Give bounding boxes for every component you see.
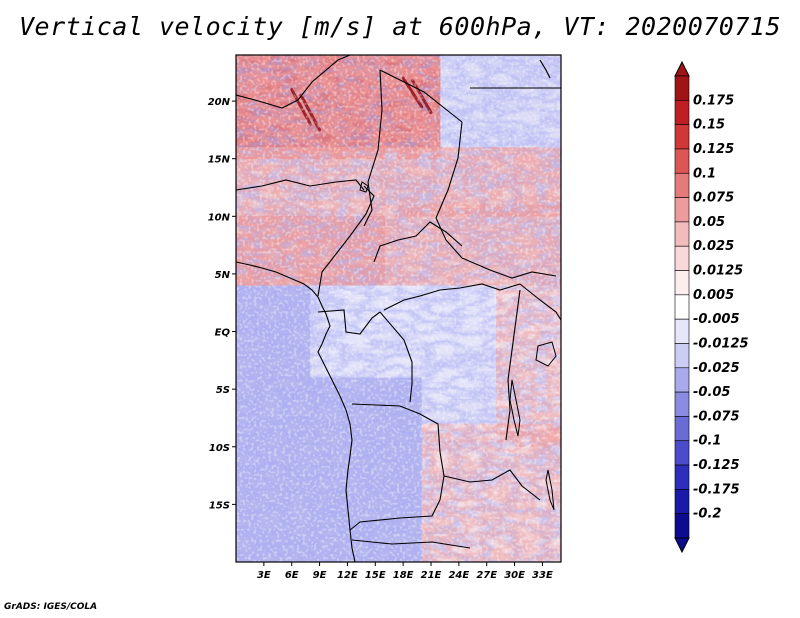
- y-tick-label: 5S: [216, 385, 230, 396]
- colorbar-label: 0.175: [693, 93, 734, 108]
- colorbar-label: 0.1: [693, 166, 716, 181]
- coastline-west: [236, 261, 356, 562]
- colorbar-label: -0.1: [693, 434, 721, 449]
- border-congo-drc: [379, 311, 413, 403]
- colorbar-swatch: [674, 464, 690, 490]
- x-tick-label: 12E: [337, 570, 358, 581]
- border-south-sudan: [461, 257, 557, 279]
- colorbar-extend-top: [674, 60, 690, 77]
- colorbar-swatch: [674, 172, 690, 198]
- colorbar-label: -0.005: [693, 312, 740, 327]
- country-borders: [236, 55, 561, 562]
- speckle-texture: [236, 55, 561, 562]
- colorbar-label: -0.2: [693, 507, 721, 522]
- x-tick-label: 18E: [393, 570, 414, 581]
- colorbar-swatch: [674, 75, 690, 101]
- lakes: [359, 181, 557, 511]
- colorbar-swatch: [674, 391, 690, 417]
- colorbar-label: 0.125: [693, 142, 734, 157]
- border-chad-east: [363, 69, 383, 227]
- border-zambia-east: [443, 469, 541, 501]
- colorbar-swatch: [674, 245, 690, 271]
- colorbar-label: -0.075: [693, 409, 740, 424]
- colorbar-swatch: [674, 197, 690, 223]
- border-angola-drc: [351, 403, 445, 477]
- colorbar-swatch: [674, 367, 690, 393]
- x-tick-label: 9E: [313, 570, 327, 581]
- colorbar-label: -0.175: [693, 482, 740, 497]
- colorbar-swatch: [674, 100, 690, 125]
- lake-chad: [359, 181, 369, 193]
- colorbar-label: -0.0125: [693, 336, 749, 351]
- border-namibia: [351, 539, 471, 549]
- chart-title: Vertical velocity [m/s] at 600hPa, VT: 2…: [18, 12, 781, 41]
- y-tick-label: 10S: [209, 443, 230, 454]
- y-tick-label: 15S: [209, 500, 230, 511]
- border-angola-zambia: [349, 475, 445, 531]
- map-frame: [235, 54, 562, 563]
- colorbar-label: 0.15: [693, 118, 725, 133]
- colorbar-swatch: [674, 270, 690, 296]
- lake-tanganyika: [509, 379, 521, 437]
- border-gabon-congo: [317, 309, 381, 335]
- y-tick-label: 10N: [208, 212, 231, 223]
- x-tick-label: 3E: [257, 570, 271, 581]
- border-niger-nigeria: [236, 179, 365, 191]
- nile-river: [539, 59, 551, 79]
- colorbar-label: -0.05: [693, 385, 730, 400]
- x-tick-label: 27E: [476, 570, 497, 581]
- y-tick-label: 20N: [208, 97, 231, 108]
- lake-victoria: [535, 341, 557, 367]
- colorbar-label: 0.075: [693, 191, 734, 206]
- y-tick-label: 5N: [215, 270, 231, 281]
- colorbar-extend-bottom: [674, 537, 690, 554]
- x-tick-label: 33E: [532, 570, 553, 581]
- axis-ticks: 3E 6E 9E 12E 15E 18E 21E 24E 27E 30E 33E 20N 15N 10N 5…: [208, 97, 553, 581]
- colorbar-label: -0.025: [693, 361, 740, 376]
- x-tick-label: 15E: [365, 570, 386, 581]
- colorbar-swatch: [674, 221, 690, 247]
- y-tick-label: 15N: [208, 155, 231, 166]
- border-niger-chad-north: [236, 55, 351, 109]
- border-drc-east: [505, 289, 521, 441]
- border-car-south: [383, 283, 521, 311]
- colorbar-swatch: [674, 124, 690, 150]
- colorbar-label: 0.005: [693, 288, 734, 303]
- grads-credit: GrADS: IGES/COLA: [4, 602, 98, 612]
- x-tick-label: 30E: [504, 570, 525, 581]
- colorbar-swatch: [674, 318, 690, 344]
- colorbar-swatch: [674, 148, 690, 174]
- colorbar: 0.175 0.15 0.125 0.1 0.075 0.05 0.025 0.0125 0.0…: [674, 60, 749, 554]
- map-panel: [236, 55, 561, 562]
- border-chad-libya: [379, 69, 463, 123]
- x-tick-label: 21E: [421, 570, 442, 581]
- colorbar-swatch: [674, 294, 690, 320]
- border-nigeria-cameroon: [317, 185, 375, 297]
- x-tick-label: 24E: [448, 570, 469, 581]
- border-sudan-west: [435, 121, 463, 259]
- colorbar-swatch: [674, 416, 690, 442]
- y-tick-label: EQ: [215, 328, 231, 339]
- border-east-africa: [519, 283, 561, 321]
- colorbar-label: 0.05: [693, 215, 725, 230]
- border-cameroon-car: [373, 221, 463, 263]
- colorbar-swatch: [674, 343, 690, 369]
- colorbar-label: 0.0125: [693, 264, 743, 279]
- colorbar-label: -0.125: [693, 458, 740, 473]
- x-tick-label: 6E: [285, 570, 299, 581]
- colorbar-swatch: [674, 513, 690, 539]
- colorbar-label: 0.025: [693, 239, 734, 254]
- colorbar-swatch: [674, 489, 690, 514]
- lake-malawi: [545, 469, 555, 511]
- colorbar-swatch: [674, 440, 690, 466]
